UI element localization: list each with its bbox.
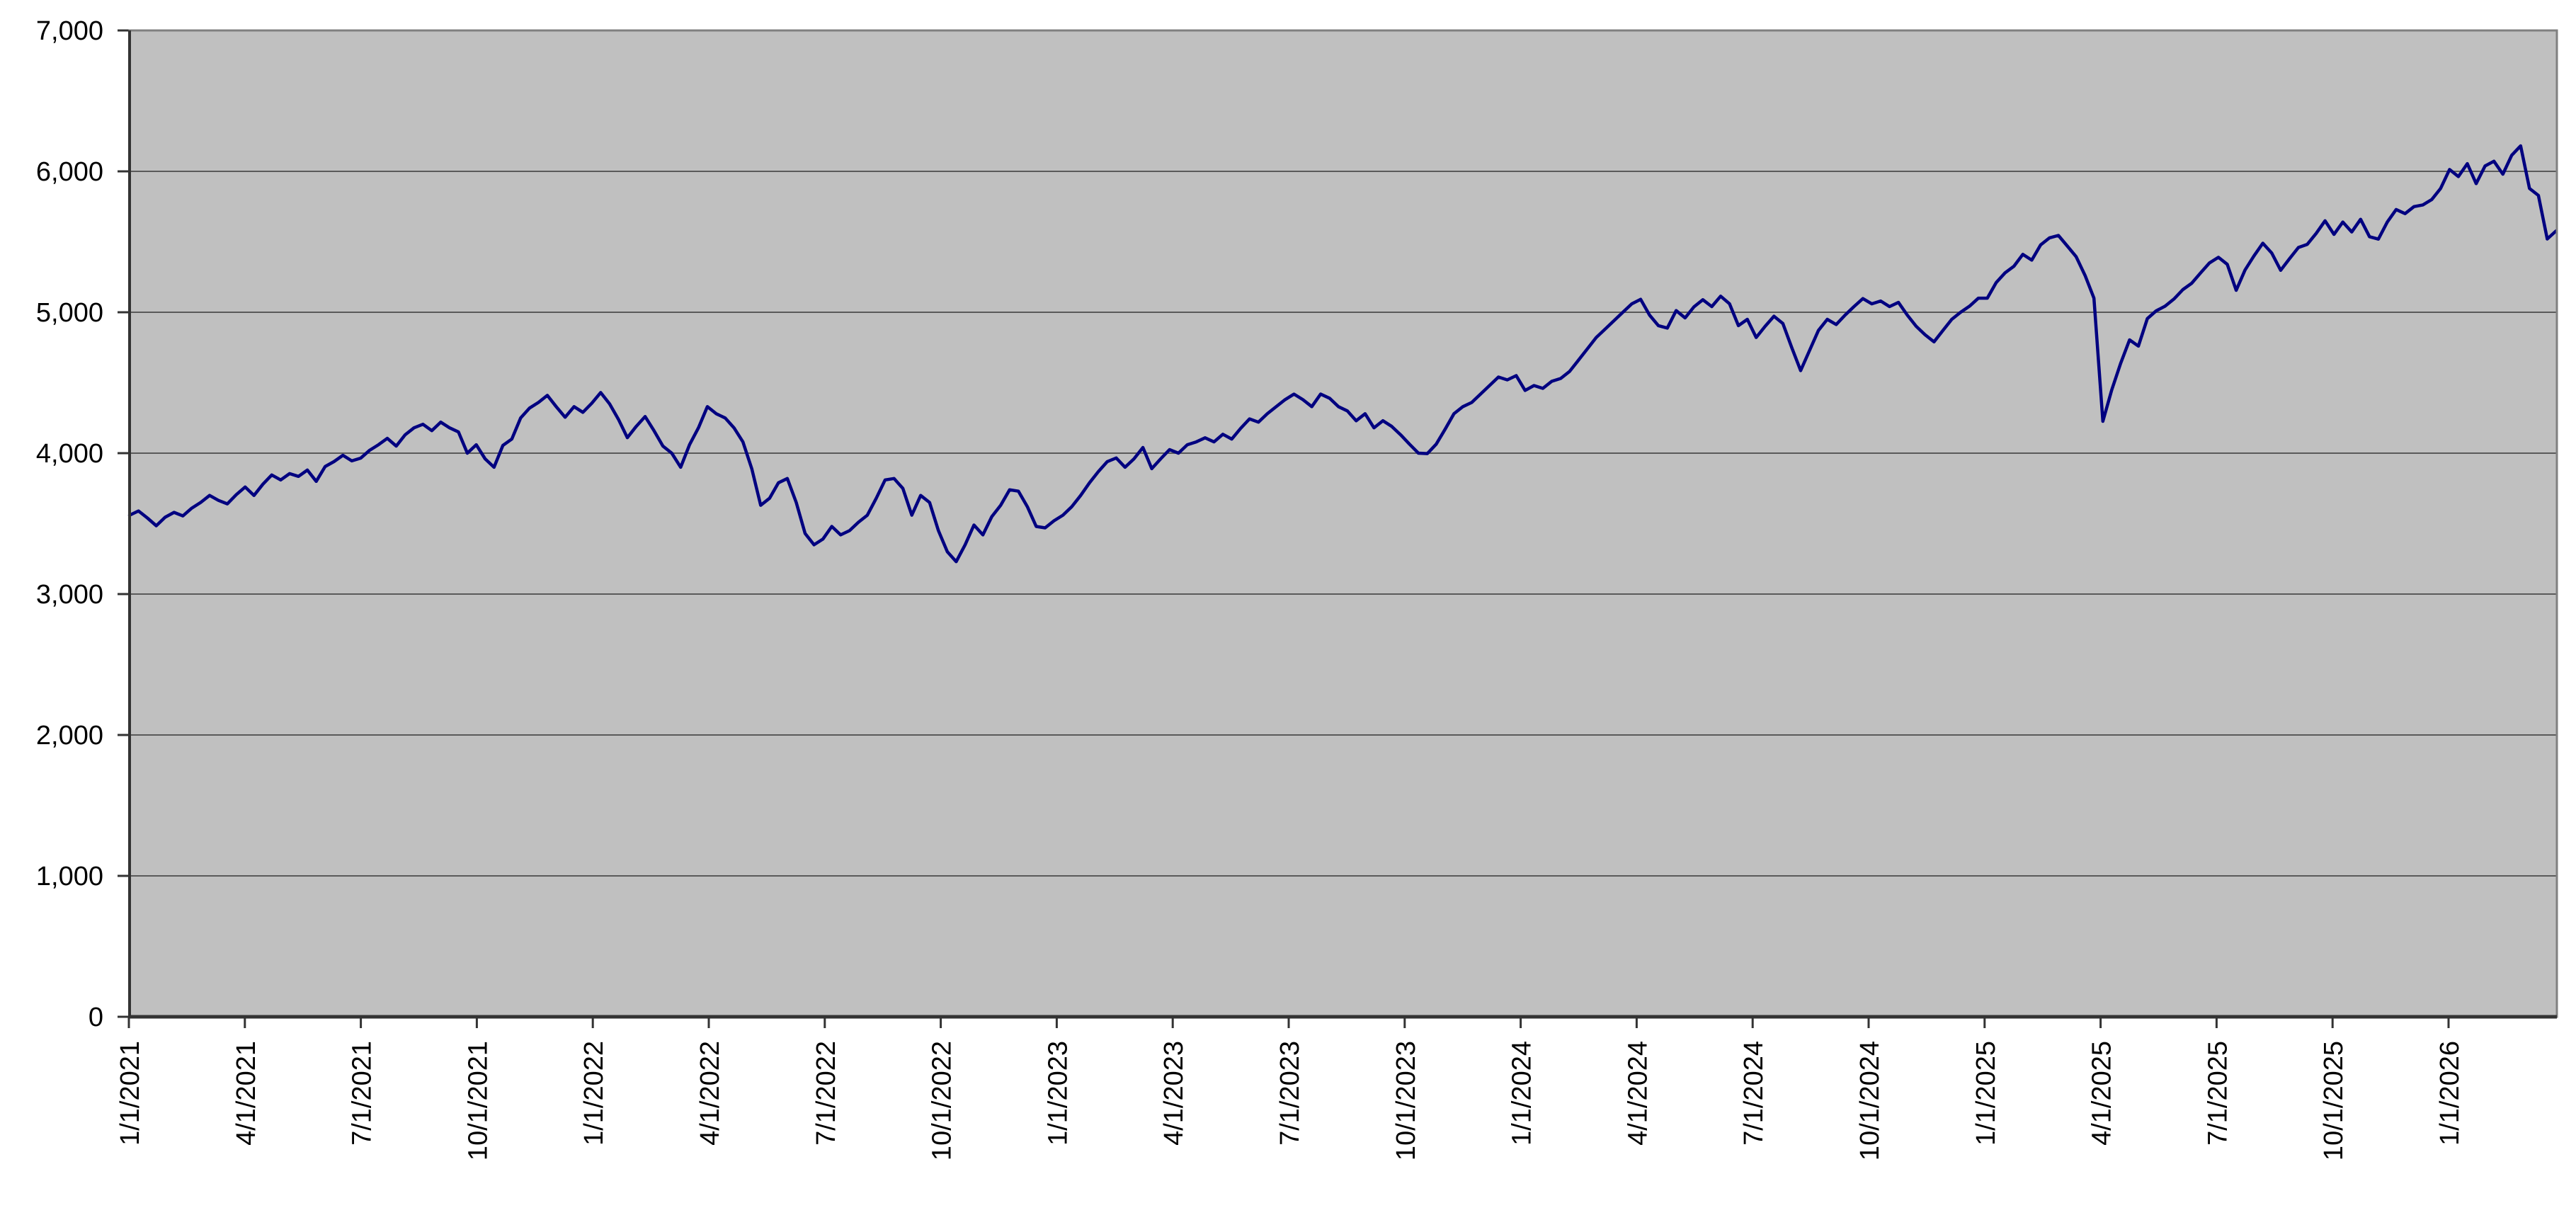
y-axis-label: 2,000: [36, 721, 103, 751]
x-axis-label: 7/1/2023: [1275, 1041, 1305, 1146]
x-axis-label: 4/1/2022: [695, 1041, 725, 1146]
x-axis-label: 1/1/2021: [115, 1041, 145, 1146]
x-axis-label: 1/1/2024: [1508, 1041, 1537, 1146]
plot-area: [130, 30, 2557, 1017]
x-axis-label: 4/1/2025: [2087, 1041, 2117, 1146]
y-axis-label: 6,000: [36, 157, 103, 187]
y-axis-label: 0: [89, 1003, 103, 1032]
x-axis-label: 10/1/2025: [2319, 1041, 2349, 1161]
x-axis-label: 10/1/2023: [1391, 1041, 1421, 1161]
price-line: [127, 144, 2558, 564]
x-axis-label: 4/1/2024: [1623, 1041, 1653, 1146]
x-axis-label: 7/1/2021: [348, 1041, 377, 1146]
x-axis-label: 1/1/2023: [1043, 1041, 1073, 1146]
x-axis-label: 10/1/2022: [928, 1041, 957, 1161]
x-axis-label: 1/1/2025: [1971, 1041, 2001, 1146]
y-axis-labels: 0 1,000 2,000 3,000 4,000 5,000 6,000 7,000: [36, 16, 103, 1032]
y-axis-label: 7,000: [36, 16, 103, 46]
y-axis-ticks: [118, 29, 130, 1018]
x-axis-label: 7/1/2024: [1739, 1041, 1769, 1146]
x-axis-label: 10/1/2021: [463, 1041, 493, 1161]
x-axis-label: 10/1/2024: [1855, 1041, 1885, 1161]
y-axis-label: 3,000: [36, 580, 103, 610]
x-axis-label: 1/1/2022: [579, 1041, 609, 1146]
data-series: [127, 144, 2558, 564]
x-axis-label: 7/1/2022: [811, 1041, 841, 1146]
x-axis-label: 7/1/2025: [2203, 1041, 2233, 1146]
x-axis-label: 4/1/2023: [1159, 1041, 1189, 1146]
y-axis-label: 5,000: [36, 298, 103, 328]
axes: [128, 30, 2557, 1019]
x-axis-label: 1/1/2026: [2435, 1041, 2465, 1146]
x-axis-label: 4/1/2021: [232, 1041, 261, 1146]
y-axis-label: 1,000: [36, 862, 103, 891]
x-axis-ticks: [127, 1017, 2450, 1028]
x-axis-labels: 1/1/2021 4/1/2021 7/1/2021 10/1/2021 1/1/202…: [115, 1041, 2465, 1161]
y-axis-label: 4,000: [36, 439, 103, 469]
